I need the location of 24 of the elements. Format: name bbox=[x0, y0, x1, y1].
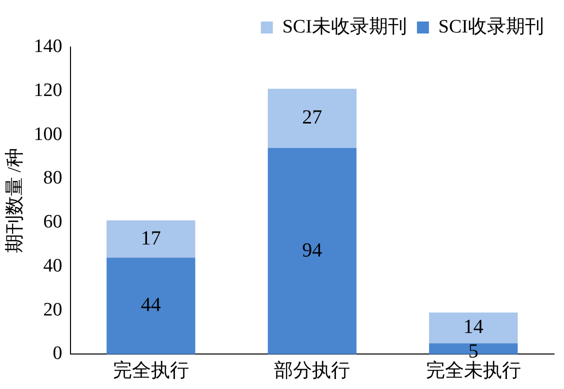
data-label: 94 bbox=[302, 239, 322, 262]
data-label: 17 bbox=[140, 227, 161, 250]
legend-label: SCI未收录期刊 bbox=[282, 16, 407, 38]
bar bbox=[268, 148, 356, 354]
y-tick-label: 0 bbox=[52, 343, 62, 364]
data-label: 27 bbox=[302, 106, 322, 129]
y-axis-title: 期刊数量 /种 bbox=[4, 148, 26, 254]
data-label: 44 bbox=[140, 294, 161, 316]
legend-label: SCI收录期刊 bbox=[438, 16, 544, 38]
bar bbox=[429, 312, 518, 344]
bar bbox=[106, 258, 196, 354]
y-tick-label: 20 bbox=[43, 299, 62, 320]
x-tick-label: 部分执行 bbox=[274, 360, 350, 382]
y-tick-label: 100 bbox=[34, 124, 62, 145]
y-tick-label: 140 bbox=[34, 36, 62, 57]
y-tick-label: 120 bbox=[34, 80, 62, 101]
bar bbox=[106, 220, 196, 258]
x-tick-label: 完全未执行 bbox=[426, 360, 521, 382]
y-tick-label: 60 bbox=[43, 212, 62, 233]
data-label: 14 bbox=[463, 316, 484, 338]
y-tick-label: 40 bbox=[43, 255, 62, 276]
y-tick-label: 80 bbox=[43, 168, 62, 189]
bar bbox=[268, 88, 356, 148]
x-tick-label: 完全执行 bbox=[112, 360, 189, 382]
